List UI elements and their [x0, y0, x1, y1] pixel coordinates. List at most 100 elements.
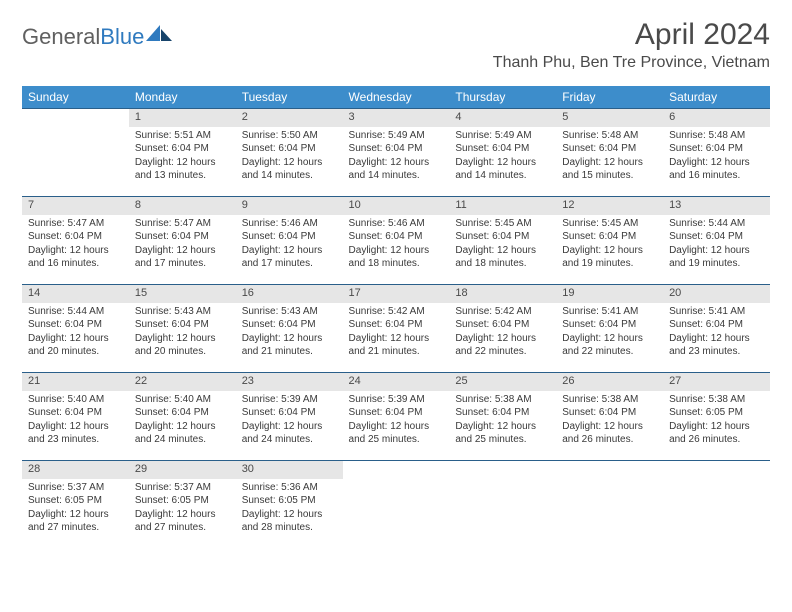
- day-details-cell: [556, 479, 663, 549]
- day-number-cell: [449, 461, 556, 479]
- sunset-text: Sunset: 6:04 PM: [562, 230, 657, 244]
- daylight-text: Daylight: 12 hours: [455, 156, 550, 170]
- day-details-cell: Sunrise: 5:38 AMSunset: 6:04 PMDaylight:…: [556, 391, 663, 461]
- daylight-text: Daylight: 12 hours: [242, 508, 337, 522]
- day-number-cell: 25: [449, 373, 556, 391]
- week-daynum-row: 14151617181920: [22, 285, 770, 303]
- daylight-text: Daylight: 12 hours: [135, 156, 230, 170]
- month-title: April 2024: [493, 18, 770, 52]
- day-details-cell: Sunrise: 5:40 AMSunset: 6:04 PMDaylight:…: [129, 391, 236, 461]
- day-details-cell: Sunrise: 5:49 AMSunset: 6:04 PMDaylight:…: [343, 127, 450, 197]
- sunrise-text: Sunrise: 5:38 AM: [669, 393, 764, 407]
- sunset-text: Sunset: 6:05 PM: [242, 494, 337, 508]
- day-details-cell: Sunrise: 5:40 AMSunset: 6:04 PMDaylight:…: [22, 391, 129, 461]
- day-number: 15: [135, 287, 147, 299]
- day-details-cell: Sunrise: 5:45 AMSunset: 6:04 PMDaylight:…: [556, 215, 663, 285]
- location-subtitle: Thanh Phu, Ben Tre Province, Vietnam: [493, 54, 770, 72]
- day-header: Thursday: [449, 86, 556, 109]
- day-number-cell: 12: [556, 197, 663, 215]
- page-header: GeneralBlue April 2024 Thanh Phu, Ben Tr…: [22, 18, 770, 72]
- day-number: 28: [28, 463, 40, 475]
- day-number-cell: [22, 109, 129, 127]
- daylight-text: and 20 minutes.: [135, 345, 230, 359]
- week-details-row: Sunrise: 5:47 AMSunset: 6:04 PMDaylight:…: [22, 215, 770, 285]
- daylight-text: and 26 minutes.: [669, 433, 764, 447]
- sunrise-text: Sunrise: 5:49 AM: [455, 129, 550, 143]
- week-daynum-row: 28 29 30: [22, 461, 770, 479]
- day-details-cell: [343, 479, 450, 549]
- day-number: 23: [242, 375, 254, 387]
- day-number-cell: 7: [22, 197, 129, 215]
- day-number: 20: [669, 287, 681, 299]
- daylight-text: and 14 minutes.: [349, 169, 444, 183]
- daylight-text: Daylight: 12 hours: [669, 332, 764, 346]
- sunrise-text: Sunrise: 5:40 AM: [28, 393, 123, 407]
- sunset-text: Sunset: 6:04 PM: [562, 142, 657, 156]
- sunset-text: Sunset: 6:04 PM: [562, 318, 657, 332]
- logo-sail-icon: [146, 25, 172, 41]
- day-number: 12: [562, 199, 574, 211]
- day-details-cell: Sunrise: 5:43 AMSunset: 6:04 PMDaylight:…: [236, 303, 343, 373]
- day-number: 5: [562, 111, 568, 123]
- daylight-text: and 16 minutes.: [669, 169, 764, 183]
- day-details-cell: Sunrise: 5:43 AMSunset: 6:04 PMDaylight:…: [129, 303, 236, 373]
- daylight-text: Daylight: 12 hours: [455, 244, 550, 258]
- day-number-cell: 5: [556, 109, 663, 127]
- day-number: 27: [669, 375, 681, 387]
- sunset-text: Sunset: 6:04 PM: [669, 230, 764, 244]
- daylight-text: and 23 minutes.: [28, 433, 123, 447]
- day-header: Friday: [556, 86, 663, 109]
- day-number: 30: [242, 463, 254, 475]
- sunrise-text: Sunrise: 5:41 AM: [562, 305, 657, 319]
- sunset-text: Sunset: 6:04 PM: [455, 318, 550, 332]
- sunrise-text: Sunrise: 5:42 AM: [349, 305, 444, 319]
- sunrise-text: Sunrise: 5:43 AM: [135, 305, 230, 319]
- daylight-text: and 27 minutes.: [135, 521, 230, 535]
- daylight-text: and 27 minutes.: [28, 521, 123, 535]
- day-number-cell: 24: [343, 373, 450, 391]
- day-details-cell: Sunrise: 5:44 AMSunset: 6:04 PMDaylight:…: [22, 303, 129, 373]
- day-number: 6: [669, 111, 675, 123]
- day-details-cell: Sunrise: 5:37 AMSunset: 6:05 PMDaylight:…: [22, 479, 129, 549]
- daylight-text: Daylight: 12 hours: [669, 156, 764, 170]
- sunrise-text: Sunrise: 5:47 AM: [28, 217, 123, 231]
- sunrise-text: Sunrise: 5:37 AM: [28, 481, 123, 495]
- day-header-row: Sunday Monday Tuesday Wednesday Thursday…: [22, 86, 770, 109]
- daylight-text: Daylight: 12 hours: [242, 420, 337, 434]
- sunset-text: Sunset: 6:04 PM: [242, 318, 337, 332]
- sunrise-text: Sunrise: 5:38 AM: [562, 393, 657, 407]
- daylight-text: and 26 minutes.: [562, 433, 657, 447]
- day-number-cell: 9: [236, 197, 343, 215]
- day-number: 1: [135, 111, 141, 123]
- day-number: 8: [135, 199, 141, 211]
- sunrise-text: Sunrise: 5:39 AM: [349, 393, 444, 407]
- week-details-row: Sunrise: 5:51 AMSunset: 6:04 PMDaylight:…: [22, 127, 770, 197]
- sunrise-text: Sunrise: 5:49 AM: [349, 129, 444, 143]
- day-details-cell: Sunrise: 5:46 AMSunset: 6:04 PMDaylight:…: [343, 215, 450, 285]
- daylight-text: and 19 minutes.: [562, 257, 657, 271]
- day-details-cell: Sunrise: 5:41 AMSunset: 6:04 PMDaylight:…: [663, 303, 770, 373]
- sunset-text: Sunset: 6:04 PM: [562, 406, 657, 420]
- day-number-cell: [343, 461, 450, 479]
- sunset-text: Sunset: 6:04 PM: [349, 406, 444, 420]
- sunset-text: Sunset: 6:04 PM: [455, 142, 550, 156]
- daylight-text: and 20 minutes.: [28, 345, 123, 359]
- day-number-cell: 3: [343, 109, 450, 127]
- day-number: 4: [455, 111, 461, 123]
- sunset-text: Sunset: 6:04 PM: [455, 230, 550, 244]
- day-number: 24: [349, 375, 361, 387]
- sunrise-text: Sunrise: 5:48 AM: [562, 129, 657, 143]
- day-details-cell: Sunrise: 5:46 AMSunset: 6:04 PMDaylight:…: [236, 215, 343, 285]
- sunrise-text: Sunrise: 5:41 AM: [669, 305, 764, 319]
- logo-text-1: General: [22, 24, 100, 50]
- daylight-text: and 22 minutes.: [455, 345, 550, 359]
- sunset-text: Sunset: 6:04 PM: [135, 142, 230, 156]
- day-number: 29: [135, 463, 147, 475]
- daylight-text: Daylight: 12 hours: [562, 244, 657, 258]
- daylight-text: Daylight: 12 hours: [455, 332, 550, 346]
- day-details-cell: Sunrise: 5:49 AMSunset: 6:04 PMDaylight:…: [449, 127, 556, 197]
- sunrise-text: Sunrise: 5:42 AM: [455, 305, 550, 319]
- daylight-text: Daylight: 12 hours: [135, 332, 230, 346]
- daylight-text: Daylight: 12 hours: [669, 420, 764, 434]
- sunrise-text: Sunrise: 5:43 AM: [242, 305, 337, 319]
